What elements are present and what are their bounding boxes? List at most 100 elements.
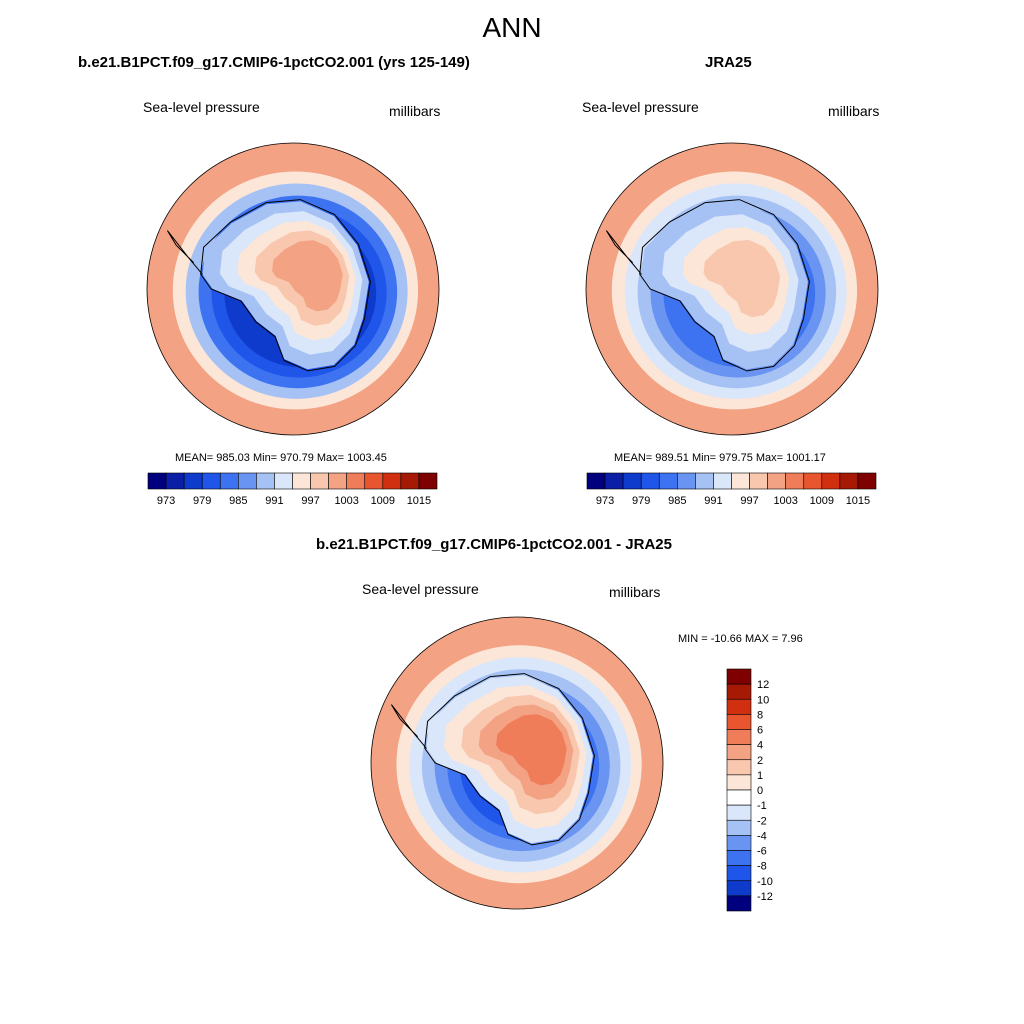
map-outline-2 [585,142,879,436]
colorbar-swatch-1-10 [328,472,347,490]
colorbar-tick-3-9: -2 [757,815,767,827]
colorbar-tick-1-2: 985 [229,495,247,507]
peninsula-coastline-1 [166,230,203,275]
colorbar-tick-1-4: 997 [301,495,319,507]
map-panel-1 [146,142,440,436]
map-outline-3 [370,616,664,910]
colorbar-swatch-2-4 [658,472,678,490]
colorbar-tick-3-11: -6 [757,846,767,858]
coastline-3 [424,673,595,846]
colorbar-tick-3-5: 2 [757,755,763,767]
coastline-1 [200,199,371,372]
map-outline-1 [146,142,440,436]
peninsula-coastline-2 [605,230,642,275]
colorbar-swatch-1-8 [292,472,311,490]
colorbar-tick-3-7: 0 [757,785,763,797]
colorbar-swatch-3-7 [726,774,752,791]
colorbar-swatch-3-14 [726,880,752,897]
colorbar-1: 973 979 985 991 997 1003 1009 1015 [147,472,438,507]
panel1-title: b.e21.B1PCT.f09_g17.CMIP6-1pctCO2.001 (y… [78,54,470,71]
interior-band-3-4 [496,714,567,786]
colorbar-swatch-3-10 [726,819,752,836]
panel3-title: b.e21.B1PCT.f09_g17.CMIP6-1pctCO2.001 - … [316,536,672,553]
colorbar-swatch-2-0 [586,472,606,490]
panel3-variable-label: Sea-level pressure [362,581,479,597]
colorbar-swatch-1-4 [219,472,239,490]
colorbar-tick-3-14: -12 [757,891,773,903]
peninsula-coastline-3 [390,704,427,749]
colorbar-tick-2-2: 985 [668,495,686,507]
colorbar-swatch-2-7 [713,472,732,490]
colorbar-swatch-2-10 [767,472,786,490]
colorbar-swatch-1-5 [238,472,257,490]
colorbar-swatch-1-3 [201,472,221,490]
colorbar-tick-2-4: 997 [740,495,758,507]
map-field-2 [586,143,878,435]
colorbar-tick-2-6: 1009 [810,495,834,507]
colorbar-swatch-1-1 [165,472,185,490]
colorbar-swatch-3-2 [726,698,752,715]
panel1-variable-label: Sea-level pressure [143,99,260,115]
colorbar-tick-2-0: 973 [596,495,614,507]
figure-title: ANN [482,12,542,43]
map-panel-2 [585,142,879,436]
panel1-units-label: millibars [389,103,441,119]
colorbar-swatch-3-11 [726,835,752,851]
colorbar-swatch-2-11 [785,472,805,490]
colorbar-tick-1-0: 973 [157,495,175,507]
colorbar-swatch-2-2 [622,472,642,490]
colorbar-tick-3-0: 12 [757,679,769,691]
panel3-units-label: millibars [609,584,661,600]
colorbar-swatch-1-14 [400,472,420,490]
panel2-stats: MEAN= 989.51 Min= 979.75 Max= 1001.17 [614,452,826,464]
colorbar-tick-3-6: 1 [757,770,763,782]
colorbar-swatch-1-13 [382,472,402,490]
colorbar-swatch-3-12 [726,850,752,866]
colorbar-swatch-2-5 [677,472,696,490]
colorbar-tick-1-7: 1015 [407,495,431,507]
colorbar-swatch-1-15 [418,472,438,490]
panel2-variable-label: Sea-level pressure [582,99,699,115]
colorbar-swatch-2-8 [731,472,750,490]
colorbar-swatch-1-12 [364,472,384,490]
map-field-3 [371,617,663,909]
colorbar-tick-3-13: -10 [757,876,773,888]
coastline-2 [639,199,810,372]
colorbar-tick-3-2: 8 [757,709,763,721]
colorbar-swatch-2-1 [604,472,624,490]
colorbar-swatch-1-0 [147,472,167,490]
colorbar-tick-3-12: -8 [757,861,767,873]
colorbar-swatch-1-6 [256,472,275,490]
colorbar-swatch-2-9 [749,472,768,490]
colorbar-tick-2-7: 1015 [846,495,870,507]
panel2-units-label: millibars [828,103,880,119]
colorbar-swatch-1-2 [183,472,203,490]
colorbar-swatch-2-15 [857,472,877,490]
colorbar-swatch-1-11 [346,472,366,490]
colorbar-swatch-3-8 [726,789,752,806]
colorbar-swatch-2-3 [640,472,660,490]
colorbar-swatch-1-7 [274,472,293,490]
colorbar-swatch-3-1 [726,683,752,700]
colorbar-tick-3-10: -4 [757,830,767,842]
colorbar-tick-2-1: 979 [632,495,650,507]
colorbar-swatch-3-13 [726,865,752,882]
interior-band-2-3 [703,239,781,318]
colorbar-swatch-1-9 [310,472,329,490]
colorbar-tick-1-1: 979 [193,495,211,507]
interior-band-1-4 [272,240,343,312]
colorbar-tick-1-5: 1003 [334,495,358,507]
colorbar-swatch-3-5 [726,744,752,761]
panel2-title: JRA25 [705,54,752,71]
colorbar-2: 973 979 985 991 997 1003 1009 1015 [586,472,877,507]
colorbar-swatch-3-3 [726,714,752,730]
panel3-stats: MIN = -10.66 MAX = 7.96 [678,633,803,645]
map-field-1 [147,143,439,435]
colorbar-swatch-2-13 [821,472,841,490]
colorbar-swatch-2-12 [803,472,823,490]
colorbar-tick-1-3: 991 [265,495,283,507]
colorbar-tick-2-5: 1003 [773,495,797,507]
colorbar-swatch-3-0 [726,668,752,685]
